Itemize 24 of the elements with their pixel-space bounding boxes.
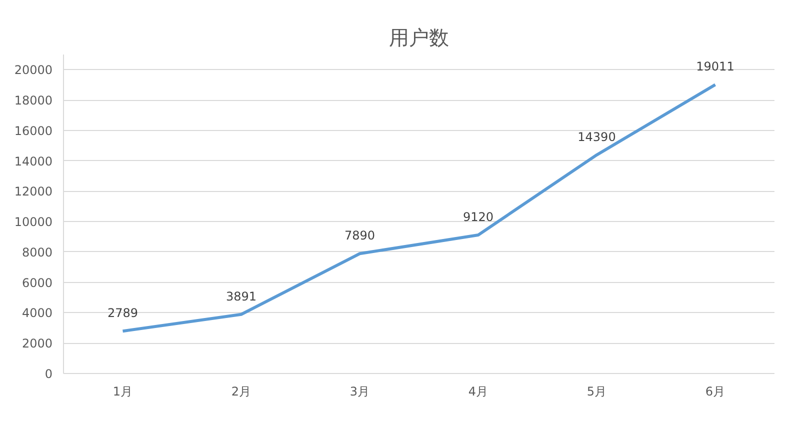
- y-tick-label: 12000: [14, 184, 53, 199]
- data-label: 9120: [462, 210, 494, 224]
- y-tick-label: 2000: [22, 336, 53, 351]
- y-tick-label: 16000: [14, 124, 53, 138]
- x-tick-label: 5月: [586, 384, 607, 398]
- y-tick-label: 14000: [14, 154, 53, 168]
- y-tick-label: 10000: [14, 215, 53, 230]
- chart-title: 用户数: [389, 26, 449, 50]
- data-label: 7890: [344, 228, 376, 243]
- x-tick-label: 4月: [468, 384, 488, 398]
- y-tick-label: 8000: [22, 245, 53, 260]
- y-tick-label: 18000: [14, 94, 53, 108]
- data-label: 19011: [696, 60, 734, 74]
- x-tick-label: 1月: [112, 384, 133, 398]
- y-tick-label: 20000: [14, 63, 53, 78]
- data-label: 3891: [226, 289, 257, 304]
- data-label: 2789: [107, 306, 138, 320]
- data-label: 14390: [578, 130, 616, 144]
- x-tick-label: 3月: [350, 384, 370, 398]
- y-tick-label: 0: [44, 367, 53, 381]
- y-tick-label: 4000: [22, 306, 53, 320]
- x-tick-label: 6月: [705, 384, 726, 398]
- y-tick-label: 6000: [22, 276, 53, 290]
- x-tick-label: 2月: [231, 384, 252, 398]
